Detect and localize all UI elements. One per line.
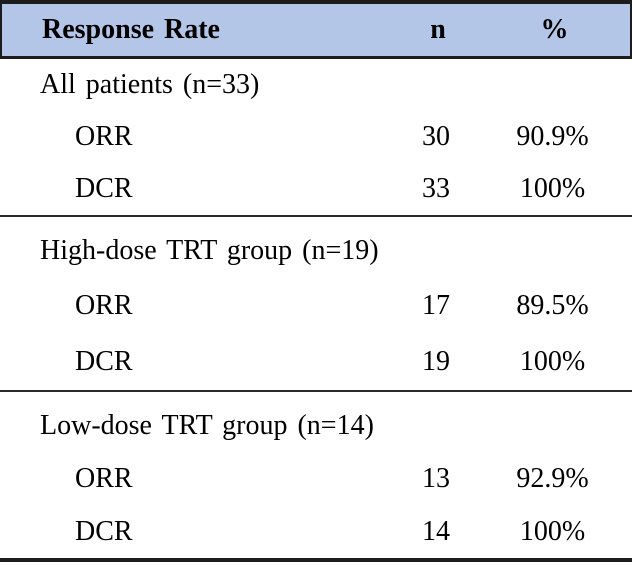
row-pct-value: 90.9% xyxy=(516,121,589,152)
table-row: ORR 30 90.9% xyxy=(0,111,632,163)
response-rate-table: Response Rate n % All patients (n=33) OR… xyxy=(0,0,632,562)
header-response-rate: Response Rate xyxy=(42,14,220,45)
group-label: Low-dose TRT group (n=14) xyxy=(40,410,374,442)
table-header-row: Response Rate n % xyxy=(0,0,632,59)
row-pct-value: 92.9% xyxy=(516,462,589,494)
row-pct-value: 100% xyxy=(519,346,586,378)
row-n-value: 14 xyxy=(422,515,450,547)
header-percent: % xyxy=(540,14,569,45)
row-label: DCR xyxy=(75,515,133,547)
section-all-patients: All patients (n=33) ORR 30 90.9% DCR 33 … xyxy=(0,59,632,217)
group-label-row: All patients (n=33) xyxy=(0,59,632,111)
row-label: ORR xyxy=(75,290,133,322)
section-high-dose: High-dose TRT group (n=19) ORR 17 89.5% … xyxy=(0,217,632,392)
row-label: ORR xyxy=(75,462,133,494)
row-label: ORR xyxy=(75,121,133,152)
table-row: DCR 33 100% xyxy=(0,163,632,215)
row-n-value: 33 xyxy=(422,173,450,204)
table-row: ORR 13 92.9% xyxy=(0,453,632,506)
group-label-row: Low-dose TRT group (n=14) xyxy=(0,400,632,453)
row-label: DCR xyxy=(75,173,133,204)
row-n-value: 13 xyxy=(422,462,450,494)
row-n-value: 19 xyxy=(422,346,450,378)
table-row: DCR 14 100% xyxy=(0,505,632,558)
group-label-row: High-dose TRT group (n=19) xyxy=(0,223,632,279)
row-pct-value: 100% xyxy=(519,173,586,204)
section-low-dose: Low-dose TRT group (n=14) ORR 13 92.9% D… xyxy=(0,392,632,562)
header-n: n xyxy=(430,14,446,45)
row-pct-value: 89.5% xyxy=(516,290,589,322)
row-label: DCR xyxy=(75,346,133,378)
row-n-value: 30 xyxy=(422,121,450,152)
group-label: All patients (n=33) xyxy=(40,69,260,100)
row-n-value: 17 xyxy=(422,290,450,322)
row-pct-value: 100% xyxy=(519,515,586,547)
table-row: ORR 17 89.5% xyxy=(0,279,632,335)
group-label: High-dose TRT group (n=19) xyxy=(40,234,379,266)
table-row: DCR 19 100% xyxy=(0,334,632,390)
